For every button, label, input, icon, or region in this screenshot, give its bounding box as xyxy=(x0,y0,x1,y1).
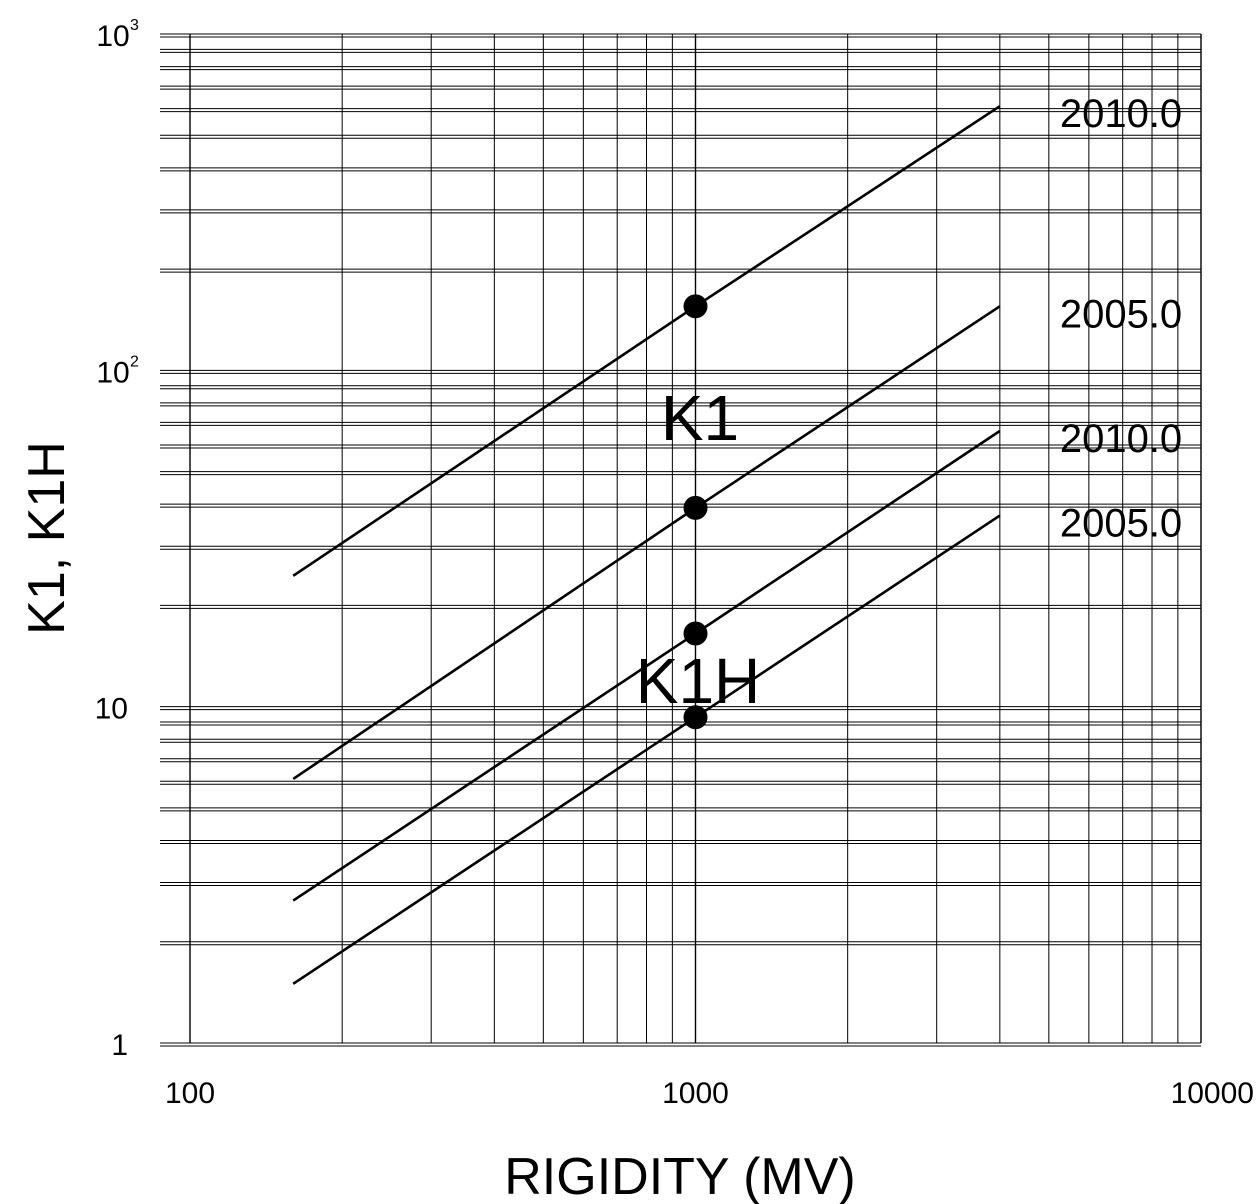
data-markers xyxy=(683,294,708,730)
annotation-k1: K1 xyxy=(661,382,739,454)
y-tick-label: 10 xyxy=(96,356,129,389)
y-tick-label: 1 xyxy=(111,1029,128,1062)
y-tick-exponent: 2 xyxy=(130,353,139,370)
data-point xyxy=(683,705,708,730)
x-tick-label: 100 xyxy=(165,1077,215,1110)
series-label: 2005.0 xyxy=(1060,502,1182,546)
series-label: 2005.0 xyxy=(1060,292,1182,336)
annotation-k1h: K1H xyxy=(636,645,761,717)
series-label: 2010.0 xyxy=(1060,92,1182,136)
y-axis-title: K1, K1H xyxy=(18,441,76,635)
series-labels: 2010.0 2005.0 2010.0 2005.0 xyxy=(1060,92,1182,545)
y-tick-label: 10 xyxy=(96,20,129,53)
x-axis-title: RIGIDITY (MV) xyxy=(504,1148,855,1204)
data-point xyxy=(683,621,708,646)
series-label: 2010.0 xyxy=(1060,417,1182,461)
y-tick-label: 10 xyxy=(95,693,128,726)
y-tick-exponent: 3 xyxy=(130,17,139,34)
data-point xyxy=(683,294,708,319)
data-point xyxy=(683,495,708,520)
x-tick-label: 10000 xyxy=(1171,1077,1254,1110)
x-tick-label: 1000 xyxy=(662,1077,729,1110)
grid xyxy=(160,33,1202,1047)
